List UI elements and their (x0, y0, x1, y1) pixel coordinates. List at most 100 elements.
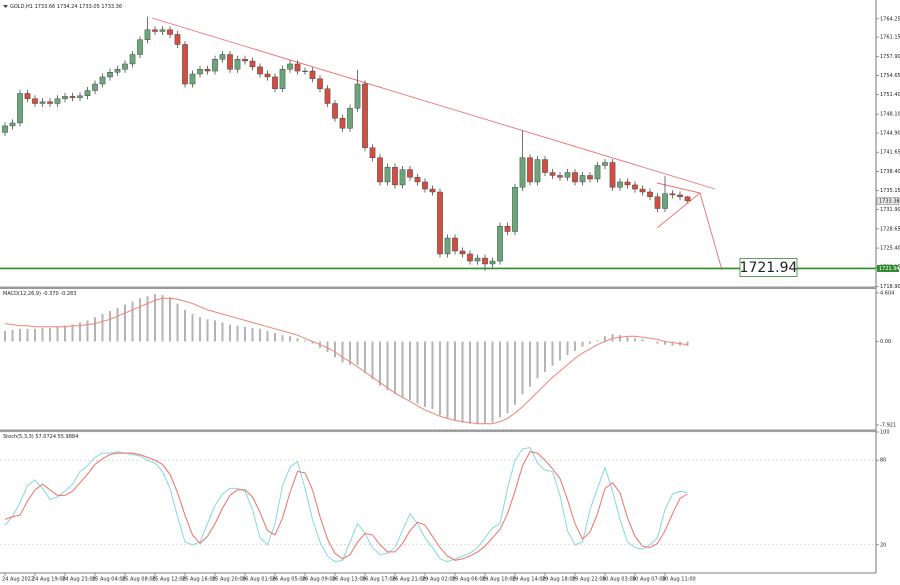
candle-body (114, 69, 121, 73)
histogram-bar (311, 341, 314, 344)
histogram-bar (386, 341, 389, 390)
histogram-bar (86, 320, 89, 342)
histogram-bar (574, 341, 576, 351)
histogram-bar (664, 341, 666, 345)
histogram-bar (491, 341, 494, 423)
histogram-bar (589, 341, 591, 344)
candle-body (242, 59, 248, 62)
y-tick-label: 1748.10 (880, 112, 900, 118)
histogram-bar (334, 341, 336, 358)
candle-body (137, 39, 143, 55)
trend-line (151, 17, 716, 190)
candle-body (54, 98, 61, 104)
candle-body (587, 175, 593, 180)
candle-body (684, 196, 691, 202)
histogram-bar (251, 327, 254, 342)
candle-body (362, 83, 368, 148)
histogram-bar (79, 322, 81, 342)
x-tick-label: 29 Aug 22:00 (572, 577, 606, 583)
candle-body (542, 159, 548, 173)
y-tick-label: 1741.65 (880, 150, 900, 156)
histogram-bar (656, 341, 659, 344)
candle-body (272, 76, 278, 89)
candle-body (437, 191, 443, 255)
x-tick-label: 29 Aug 14:00 (512, 577, 546, 583)
histogram-bar (94, 317, 96, 342)
histogram-bar (281, 335, 284, 342)
histogram-bar (521, 341, 524, 395)
candle-body (384, 167, 391, 183)
x-tick-label: 29 Aug 10:00 (482, 577, 516, 583)
x-tick-label: 26 Aug 21:00 (392, 577, 426, 583)
candle-body (174, 34, 181, 45)
x-tick-label: 30 Aug 11:00 (662, 577, 696, 583)
histogram-bar (161, 295, 164, 342)
histogram-bar (506, 341, 509, 414)
y-tick-label: 100 (880, 430, 890, 436)
y-tick-label: 1754.65 (880, 73, 900, 79)
histogram-bar (379, 341, 381, 386)
histogram-bar (124, 304, 126, 342)
candle-body (609, 162, 616, 188)
candle-body (159, 29, 166, 32)
y-tick-label: 4.604 (880, 290, 894, 296)
y-tick-label: 1751.40 (880, 92, 900, 98)
x-tick-label: 24 Aug 19:00 (32, 577, 66, 583)
candle-body (9, 122, 16, 127)
candle-body (422, 181, 428, 190)
candle-body (324, 88, 331, 104)
candle-body (264, 73, 271, 78)
histogram-bar (184, 309, 186, 342)
candle-body (144, 29, 151, 40)
histogram-bar (409, 341, 411, 401)
histogram-bar (371, 341, 374, 380)
histogram-bar (514, 341, 516, 405)
y-tick-label: 20 (880, 542, 886, 548)
candle-body (204, 69, 211, 72)
candle-body (107, 72, 113, 78)
histogram-bar (349, 341, 351, 365)
histogram-bar (484, 341, 486, 424)
candle-body (257, 66, 263, 75)
histogram-bar (206, 319, 209, 342)
candle-body (602, 162, 608, 166)
candle-body (69, 96, 76, 98)
x-tick-label: 24 Aug 2022 (2, 577, 34, 583)
histogram-bar (544, 341, 546, 373)
x-tick-label: 25 Aug 12:00 (152, 577, 186, 583)
histogram-bar (221, 322, 224, 342)
candle-body (167, 29, 173, 35)
candle-body (677, 194, 683, 197)
candle-body (339, 118, 346, 129)
y-tick-label: 1764.25 (880, 16, 900, 22)
oscillator-line (4, 451, 688, 561)
histogram-bar (101, 314, 104, 342)
histogram-bar (499, 341, 501, 418)
panel-separator (0, 286, 876, 289)
histogram-bar (229, 324, 231, 342)
candle-body (467, 253, 473, 262)
histogram-bar (11, 329, 14, 342)
candle-body (489, 260, 496, 265)
candle-body (279, 69, 286, 89)
candle-body (347, 108, 353, 129)
candle-body (77, 95, 83, 98)
histogram-bar (139, 298, 141, 342)
candle-body (287, 63, 293, 70)
candle-body (534, 159, 541, 183)
y-tick-label: 1735.15 (880, 188, 900, 194)
y-tick-label: 1718.90 (880, 284, 900, 290)
histogram-bar (401, 341, 404, 398)
histogram-bar (439, 341, 441, 416)
x-tick-label: 26 Aug 17:00 (362, 577, 396, 583)
oscillator-line (4, 446, 688, 563)
histogram-bar (619, 335, 621, 342)
histogram-bar (49, 327, 51, 342)
candle-body (234, 59, 241, 70)
candle-body (572, 172, 578, 183)
histogram-bar (641, 339, 644, 342)
candle-body (47, 101, 53, 104)
